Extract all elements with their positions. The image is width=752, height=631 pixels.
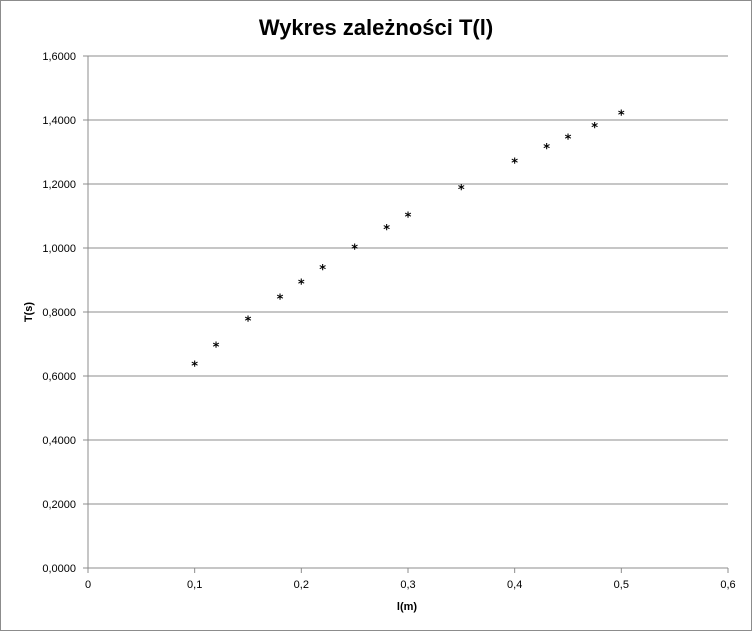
x-tick-label: 0,6: [720, 579, 735, 591]
y-axis-label: T(s): [23, 302, 35, 323]
data-point: *: [213, 341, 220, 356]
y-tick-label: 0,6000: [42, 371, 76, 383]
x-tick-labels: 0 0,1 0,2 0,3 0,4 0,5 0,6: [85, 579, 736, 591]
data-point: *: [511, 157, 518, 172]
data-point: *: [298, 278, 305, 293]
data-point: *: [277, 293, 284, 308]
data-point: *: [245, 314, 252, 329]
data-point: *: [458, 183, 465, 198]
y-tick-label: 0,8000: [42, 307, 76, 319]
y-tick-label: 0,0000: [42, 563, 76, 575]
x-tick-label: 0,1: [187, 579, 202, 591]
x-tick-label: 0: [85, 579, 91, 591]
y-tick-label: 1,6000: [42, 51, 76, 63]
data-point: *: [591, 121, 598, 136]
y-tick-label: 1,4000: [42, 115, 76, 127]
y-tick-label: 0,4000: [42, 435, 76, 447]
data-point: *: [543, 142, 550, 157]
x-tick-label: 0,4: [507, 579, 522, 591]
x-tick-label: 0,5: [614, 579, 629, 591]
y-tick-label: 1,2000: [42, 179, 76, 191]
chart-title: Wykres zależności T(l): [259, 15, 493, 40]
data-point: *: [351, 243, 358, 258]
data-point: *: [565, 133, 572, 148]
data-point: *: [319, 263, 326, 278]
y-tick-labels: 0,0000 0,2000 0,4000 0,6000 0,8000 1,0000 1,20…: [42, 51, 76, 575]
x-tick-label: 0,2: [294, 579, 309, 591]
data-point: *: [383, 223, 390, 238]
data-point: *: [405, 211, 412, 226]
x-axis-label: l(m): [397, 601, 418, 613]
data-point: *: [618, 109, 625, 124]
y-tick-label: 1,0000: [42, 243, 76, 255]
data-points: * * * * * * * * * * * * * * *: [191, 109, 625, 375]
y-tick-label: 0,2000: [42, 499, 76, 511]
gridlines: [83, 55, 729, 573]
x-tick-label: 0,3: [400, 579, 415, 591]
data-point: *: [191, 359, 198, 374]
